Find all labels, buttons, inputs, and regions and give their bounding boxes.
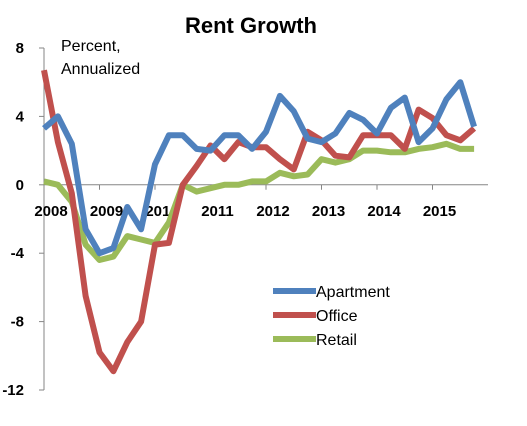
unit-annotation-line-1: Percent, (61, 38, 121, 55)
y-tick-label: -12 (2, 382, 24, 399)
series-line-retail (43, 140, 475, 263)
y-tick-label: -8 (11, 314, 24, 331)
x-tick-label: 2014 (367, 203, 401, 220)
legend-label-retail: Retail (316, 332, 357, 349)
series-line-apartment (42, 79, 477, 257)
x-tick-label: 2009 (90, 203, 123, 220)
unit-annotation-line-2: Annualized (61, 61, 140, 78)
x-tick-label: 2012 (256, 203, 289, 220)
y-axis: 8 4 0 -4 -8 -12 (2, 40, 45, 399)
chart-title: Rent Growth (185, 13, 317, 38)
x-tick-label: 2013 (312, 203, 345, 220)
series-lines (41, 69, 477, 375)
legend: Apartment Office Retail (273, 284, 390, 349)
legend-label-apartment: Apartment (316, 284, 390, 301)
y-tick-label: 4 (16, 108, 25, 125)
x-tick-label: 2008 (34, 203, 67, 220)
x-tick-label: 2011 (201, 203, 234, 220)
x-tick-label: 2015 (423, 203, 456, 220)
series-line-office (41, 69, 477, 375)
y-tick-label: 0 (16, 177, 24, 194)
y-tick-label: -4 (11, 245, 25, 262)
x-axis: 2008 2009 2010 2011 2012 2013 2014 2015 (34, 184, 488, 220)
y-tick-label: 8 (16, 40, 24, 57)
legend-label-office: Office (316, 308, 358, 325)
